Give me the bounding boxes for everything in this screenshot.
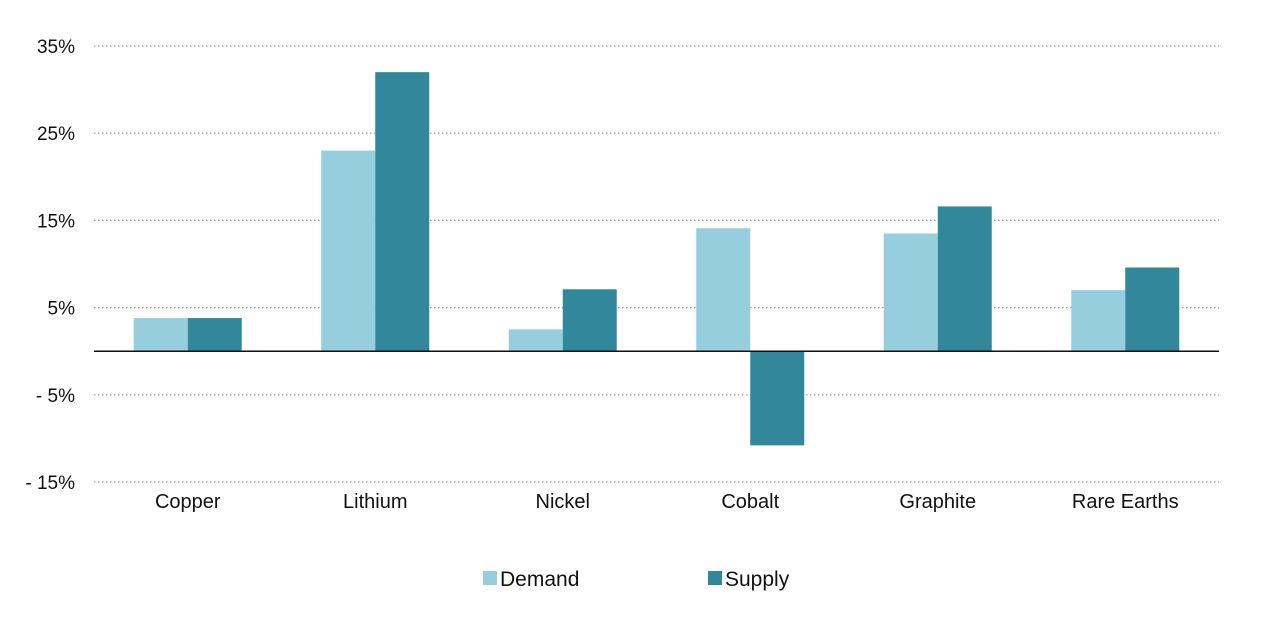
bar-demand-graphite	[883, 233, 938, 352]
y-axis-ticks: 35% 25% 15% 5% - 5% - 15%	[25, 37, 75, 494]
y-tick-label: 5%	[48, 299, 76, 320]
bar-supply-copper	[187, 318, 242, 352]
y-tick-label: 35%	[37, 37, 75, 58]
bar-demand-lithium	[321, 150, 376, 352]
x-tick-label: Rare Earths	[1072, 491, 1179, 513]
bar-supply-graphite	[937, 206, 992, 352]
bar-demand-nickel	[508, 329, 563, 352]
bars	[133, 72, 1180, 446]
bar-supply-lithium	[375, 72, 430, 352]
bar-supply-nickel	[562, 289, 617, 352]
bar-demand-copper	[133, 318, 188, 352]
x-tick-label: Cobalt	[721, 491, 779, 513]
legend-label-demand: Demand	[500, 568, 579, 591]
x-tick-label: Graphite	[899, 491, 976, 513]
bar-supply-cobalt	[750, 351, 805, 446]
x-tick-label: Nickel	[536, 491, 590, 513]
bar-supply-rare-earths	[1125, 267, 1180, 352]
x-tick-label: Lithium	[343, 491, 407, 513]
y-tick-label: - 5%	[36, 386, 75, 407]
legend: Demand Supply	[483, 568, 790, 591]
legend-swatch-supply	[708, 571, 722, 585]
x-tick-label: Copper	[155, 491, 221, 513]
y-tick-label: 15%	[37, 211, 75, 232]
y-tick-label: 25%	[37, 124, 75, 145]
bar-demand-cobalt	[696, 228, 751, 352]
bar-demand-rare-earths	[1071, 290, 1126, 352]
legend-label-supply: Supply	[725, 568, 790, 591]
y-tick-label: - 15%	[25, 473, 75, 494]
gridlines	[94, 45, 1219, 483]
legend-swatch-demand	[483, 571, 497, 585]
x-axis-ticks: Copper Lithium Nickel Cobalt Graphite Rare Ea…	[155, 491, 1179, 513]
